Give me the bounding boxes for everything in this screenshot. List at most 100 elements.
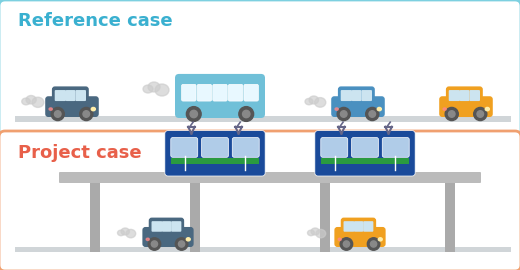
FancyBboxPatch shape (162, 221, 171, 232)
Circle shape (367, 238, 380, 250)
FancyBboxPatch shape (341, 90, 352, 101)
FancyBboxPatch shape (363, 221, 373, 232)
Ellipse shape (50, 113, 94, 117)
Circle shape (366, 107, 379, 121)
Ellipse shape (186, 238, 190, 241)
Ellipse shape (118, 230, 124, 236)
Circle shape (175, 238, 188, 250)
Bar (90, 182, 100, 252)
FancyBboxPatch shape (66, 90, 75, 101)
Bar (190, 182, 200, 252)
FancyBboxPatch shape (52, 86, 89, 105)
Ellipse shape (92, 107, 95, 111)
Ellipse shape (378, 107, 381, 111)
Ellipse shape (32, 97, 44, 107)
Ellipse shape (340, 243, 380, 247)
Circle shape (55, 111, 61, 117)
FancyBboxPatch shape (181, 84, 196, 101)
Ellipse shape (305, 98, 313, 105)
Bar (171, 158, 259, 164)
Ellipse shape (22, 98, 30, 105)
Ellipse shape (335, 108, 339, 110)
Circle shape (242, 110, 250, 118)
Ellipse shape (443, 108, 446, 110)
Ellipse shape (185, 112, 255, 117)
FancyBboxPatch shape (228, 84, 243, 101)
Bar (445, 182, 455, 252)
Ellipse shape (49, 108, 53, 110)
Ellipse shape (316, 230, 326, 238)
FancyBboxPatch shape (449, 90, 460, 101)
Circle shape (51, 107, 64, 121)
FancyBboxPatch shape (460, 90, 470, 101)
FancyBboxPatch shape (321, 137, 348, 157)
Bar (321, 158, 409, 164)
Circle shape (370, 241, 376, 247)
Bar (320, 182, 330, 252)
Text: Reference case: Reference case (18, 12, 173, 30)
Ellipse shape (309, 96, 319, 104)
Circle shape (83, 111, 89, 117)
Circle shape (445, 107, 458, 121)
Circle shape (474, 107, 487, 121)
Circle shape (369, 111, 375, 117)
FancyBboxPatch shape (382, 137, 409, 157)
Circle shape (337, 107, 350, 121)
Ellipse shape (311, 228, 319, 235)
Ellipse shape (155, 84, 169, 96)
Ellipse shape (307, 230, 315, 236)
FancyBboxPatch shape (171, 137, 198, 157)
Circle shape (190, 110, 198, 118)
Ellipse shape (315, 97, 326, 107)
Ellipse shape (338, 238, 341, 241)
FancyBboxPatch shape (352, 137, 379, 157)
Circle shape (341, 111, 347, 117)
Ellipse shape (143, 85, 153, 93)
FancyBboxPatch shape (344, 221, 354, 232)
Ellipse shape (26, 96, 36, 104)
FancyBboxPatch shape (354, 221, 363, 232)
Circle shape (239, 107, 254, 122)
FancyBboxPatch shape (232, 137, 259, 157)
FancyBboxPatch shape (202, 137, 228, 157)
Ellipse shape (126, 230, 136, 238)
FancyBboxPatch shape (171, 221, 181, 232)
FancyBboxPatch shape (149, 218, 184, 235)
FancyBboxPatch shape (338, 86, 375, 105)
FancyBboxPatch shape (470, 90, 480, 101)
FancyBboxPatch shape (213, 84, 227, 101)
Ellipse shape (445, 113, 487, 117)
Circle shape (151, 241, 158, 247)
FancyBboxPatch shape (0, 0, 520, 138)
Ellipse shape (148, 82, 160, 92)
Bar (15, 116, 511, 122)
FancyBboxPatch shape (45, 96, 99, 117)
Ellipse shape (485, 107, 489, 111)
Circle shape (186, 107, 201, 122)
Circle shape (148, 238, 161, 250)
FancyBboxPatch shape (197, 84, 212, 101)
FancyBboxPatch shape (75, 90, 86, 101)
Ellipse shape (148, 243, 188, 247)
Ellipse shape (336, 113, 380, 117)
FancyBboxPatch shape (59, 172, 481, 183)
FancyBboxPatch shape (142, 227, 193, 247)
FancyBboxPatch shape (315, 131, 415, 176)
Ellipse shape (121, 228, 129, 235)
FancyBboxPatch shape (331, 96, 385, 117)
Text: Project case: Project case (18, 144, 141, 162)
Circle shape (477, 111, 484, 117)
FancyBboxPatch shape (175, 74, 265, 118)
FancyBboxPatch shape (446, 86, 483, 105)
Ellipse shape (146, 238, 149, 241)
Bar (15, 247, 511, 252)
FancyBboxPatch shape (334, 227, 386, 247)
FancyBboxPatch shape (439, 96, 493, 117)
FancyBboxPatch shape (0, 131, 520, 270)
Circle shape (340, 238, 353, 250)
FancyBboxPatch shape (151, 221, 162, 232)
FancyBboxPatch shape (352, 90, 361, 101)
Circle shape (343, 241, 349, 247)
FancyBboxPatch shape (341, 218, 376, 235)
Circle shape (80, 107, 93, 121)
